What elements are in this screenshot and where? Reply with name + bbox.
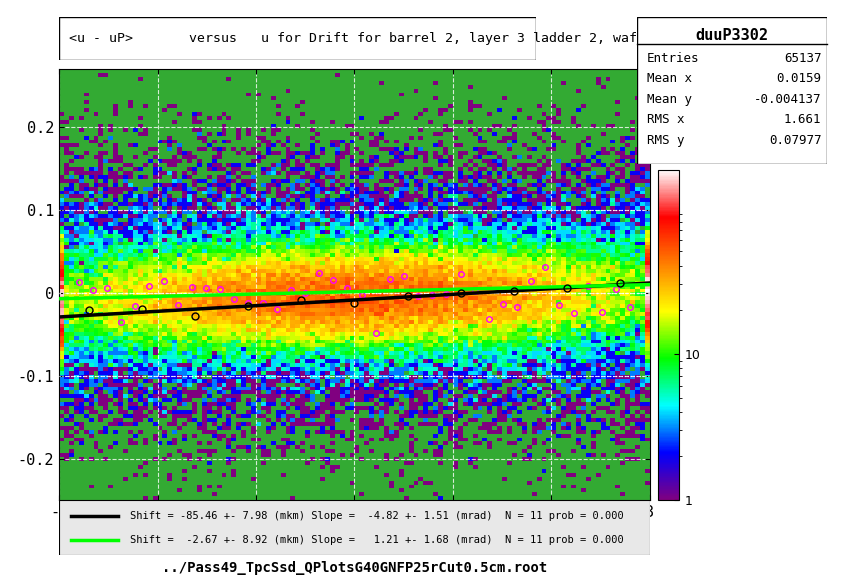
Text: <u - uP>       versus   u for Drift for barrel 2, layer 3 ladder 2, wafer 3: <u - uP> versus u for Drift for barrel 2… — [68, 32, 668, 45]
Text: -0.004137: -0.004137 — [754, 93, 821, 106]
Text: 65137: 65137 — [784, 52, 821, 65]
Text: RMS x: RMS x — [647, 113, 684, 126]
Text: 0.07977: 0.07977 — [769, 134, 821, 147]
Text: Shift = -85.46 +- 7.98 (mkm) Slope =  -4.82 +- 1.51 (mrad)  N = 11 prob = 0.000: Shift = -85.46 +- 7.98 (mkm) Slope = -4.… — [130, 511, 624, 520]
Text: Entries: Entries — [647, 52, 699, 65]
Text: Mean x: Mean x — [647, 72, 692, 85]
Text: 1.661: 1.661 — [784, 113, 821, 126]
Text: Mean y: Mean y — [647, 93, 692, 106]
Text: duuP3302: duuP3302 — [695, 28, 769, 43]
Text: Shift =  -2.67 +- 8.92 (mkm) Slope =   1.21 +- 1.68 (mrad)  N = 11 prob = 0.000: Shift = -2.67 +- 8.92 (mkm) Slope = 1.21… — [130, 535, 624, 545]
Text: RMS y: RMS y — [647, 134, 684, 147]
Text: 0.0159: 0.0159 — [776, 72, 821, 85]
Text: ../Pass49_TpcSsd_QPlotsG40GNFP25rCut0.5cm.root: ../Pass49_TpcSsd_QPlotsG40GNFP25rCut0.5c… — [162, 561, 547, 575]
